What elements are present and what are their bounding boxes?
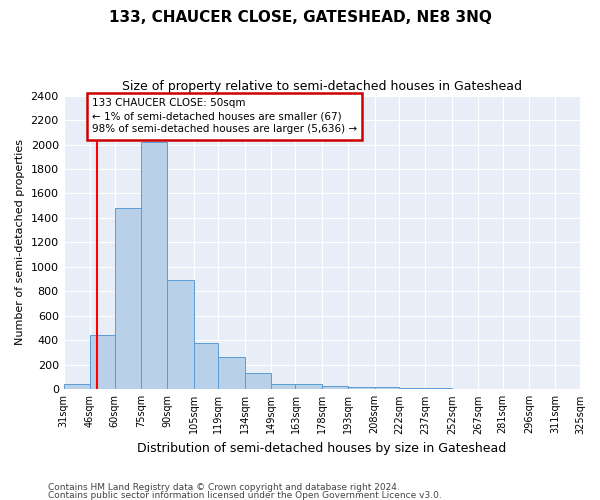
Bar [452, 388, 478, 390]
X-axis label: Distribution of semi-detached houses by size in Gateshead: Distribution of semi-detached houses by … [137, 442, 506, 455]
Bar [425, 388, 452, 390]
Bar [348, 387, 374, 390]
Bar [141, 142, 167, 390]
Text: Contains HM Land Registry data © Crown copyright and database right 2024.: Contains HM Land Registry data © Crown c… [48, 483, 400, 492]
Bar [194, 344, 218, 390]
Bar [167, 280, 194, 390]
Bar [529, 388, 556, 390]
Bar [478, 388, 503, 390]
Bar [322, 386, 348, 390]
Bar [503, 388, 529, 390]
Bar [556, 388, 580, 390]
Bar [245, 374, 271, 390]
Text: 133, CHAUCER CLOSE, GATESHEAD, NE8 3NQ: 133, CHAUCER CLOSE, GATESHEAD, NE8 3NQ [109, 10, 491, 25]
Bar [218, 358, 245, 390]
Text: Contains public sector information licensed under the Open Government Licence v3: Contains public sector information licen… [48, 490, 442, 500]
Title: Size of property relative to semi-detached houses in Gateshead: Size of property relative to semi-detach… [122, 80, 522, 93]
Bar [64, 384, 90, 390]
Bar [90, 336, 115, 390]
Text: 133 CHAUCER CLOSE: 50sqm
← 1% of semi-detached houses are smaller (67)
98% of se: 133 CHAUCER CLOSE: 50sqm ← 1% of semi-de… [92, 98, 357, 134]
Bar [271, 384, 295, 390]
Bar [295, 384, 322, 390]
Bar [115, 208, 141, 390]
Bar [399, 388, 425, 390]
Bar [374, 388, 399, 390]
Y-axis label: Number of semi-detached properties: Number of semi-detached properties [15, 140, 25, 346]
